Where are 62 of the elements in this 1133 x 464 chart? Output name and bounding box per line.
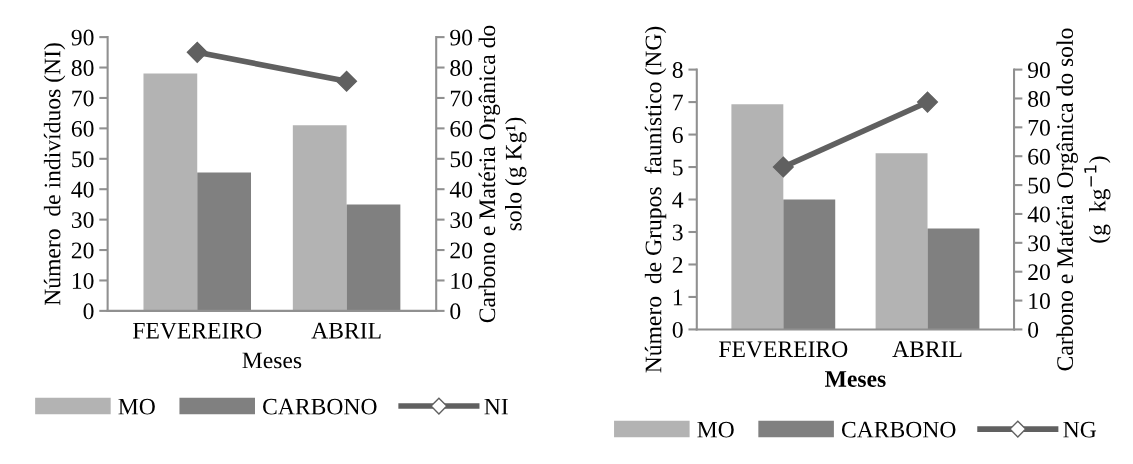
y2-tick-label: 30 — [450, 212, 473, 229]
bar — [197, 172, 252, 311]
bar — [731, 104, 784, 330]
y2-tick-label: 20 — [450, 242, 473, 259]
y-tick-label: 2 — [672, 257, 683, 273]
y2-tick-label: 60 — [450, 120, 473, 137]
y-tick-label: 7 — [673, 94, 683, 111]
y-tick-label: 70 — [72, 90, 94, 107]
y-tick-label: 80 — [71, 60, 94, 76]
y2-tick-label: 10 — [451, 272, 473, 289]
bar — [292, 125, 347, 311]
y-axis-title: Número de Grupos faunístico (NG) — [644, 26, 667, 373]
y-tick-label: 6 — [672, 127, 683, 143]
y2-tick-label: 50 — [450, 151, 473, 168]
bar — [927, 228, 980, 330]
y2-tick-label: 0 — [1028, 321, 1039, 338]
y2-tick-label: 40 — [1027, 206, 1050, 223]
y2-tick-label: 70 — [450, 90, 473, 107]
y2-tick-label: 50 — [1028, 177, 1050, 194]
y-tick-label: 5 — [673, 159, 683, 176]
y2-tick-label: 10 — [1029, 293, 1050, 309]
y-tick-label: 10 — [72, 272, 94, 289]
y-tick-label: 20 — [71, 242, 94, 259]
y2-axis-title: Carbono e Matéria Orgânica do solo (g kg$^{−1}$) — [1056, 28, 1111, 371]
y-axis-title: Número de indivíduos (NI) — [43, 43, 66, 306]
y-tick-label: 3 — [672, 224, 683, 241]
legend-label: CARBONO — [263, 398, 377, 415]
x-tick-label: FEVEREIRO — [719, 341, 848, 358]
x-tick-label: ABRIL — [892, 341, 962, 358]
y2-tick-label: 30 — [1028, 235, 1050, 252]
x-axis-title: Meses — [242, 352, 302, 369]
y2-tick-label: 80 — [1028, 90, 1050, 107]
x-tick-label: ABRIL — [311, 322, 381, 339]
y-tick-label: 0 — [672, 321, 683, 338]
y2-tick-label: 60 — [1028, 148, 1050, 165]
legend-label: MO — [697, 421, 734, 438]
y-tick-label: 30 — [71, 212, 94, 229]
y-tick-label: 90 — [71, 29, 94, 46]
y2-tick-label: 0 — [450, 303, 461, 320]
y-tick-label: 60 — [71, 120, 94, 137]
legend-label: NG — [1063, 421, 1097, 438]
y-tick-label: 50 — [72, 151, 94, 168]
bar — [143, 73, 198, 311]
y2-tick-label: 20 — [1028, 264, 1050, 281]
y-tick-label: 4 — [672, 192, 684, 208]
y2-tick-label: 70 — [1028, 119, 1050, 136]
bar — [783, 199, 836, 330]
y-tick-label: 1 — [673, 289, 683, 306]
legend-label: MO — [118, 398, 155, 415]
legend-label: NI — [484, 398, 508, 415]
y2-tick-label: 90 — [1027, 62, 1050, 79]
y-tick-label: 40 — [71, 181, 94, 198]
y-tick-label: 0 — [83, 303, 94, 320]
y2-tick-label: 80 — [450, 60, 473, 76]
x-tick-label: FEVEREIRO — [133, 322, 262, 339]
bar — [346, 204, 401, 311]
y2-tick-label: 90 — [450, 29, 473, 46]
y-tick-label: 8 — [672, 62, 683, 79]
x-axis-title: Meses — [825, 371, 886, 387]
y2-tick-label: 40 — [449, 181, 473, 198]
y2-axis-title: Carbono e Matéria Orgânica do solo (g Kg¹) — [478, 25, 527, 323]
legend-label: CARBONO — [841, 421, 956, 438]
